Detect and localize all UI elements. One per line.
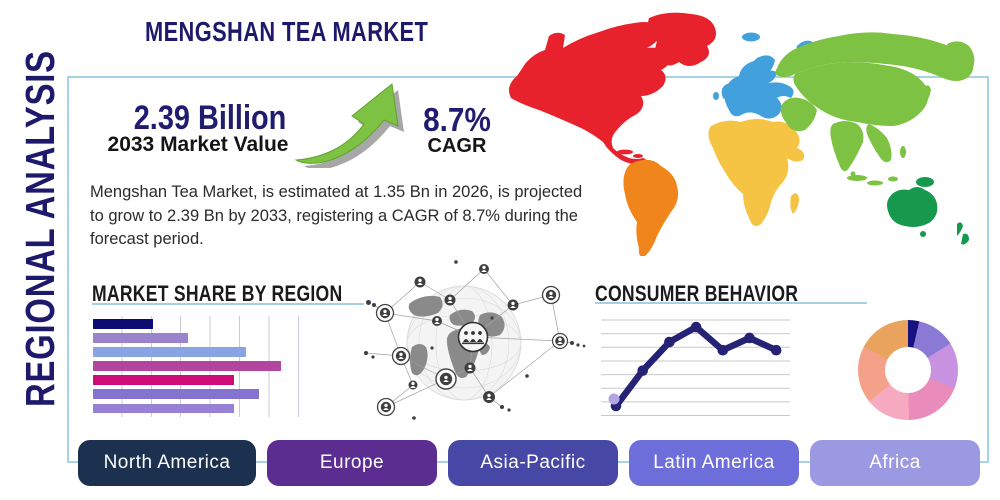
global-network-icon [364, 260, 586, 420]
cagr-figure: 8.7% [423, 101, 491, 138]
continent-europe [713, 32, 813, 119]
continent-africa [708, 119, 805, 226]
region-button-bar: North America Europe Asia-Pacific Latin … [78, 440, 988, 486]
bar-region-3 [93, 347, 247, 357]
region-button-latin-america[interactable]: Latin America [629, 440, 799, 486]
continent-north-america [509, 12, 716, 165]
region-button-asia-pacific[interactable]: Asia-Pacific [448, 440, 618, 486]
bar-region-4 [93, 361, 282, 371]
cagr-label: CAGR [427, 135, 487, 157]
bar-title-underline [92, 303, 364, 305]
network-dots [364, 260, 586, 420]
vertical-side-label: REGIONAL ANALYSIS [17, 50, 63, 408]
market-share-bar-chart [93, 316, 300, 417]
line-title-underline [595, 302, 867, 304]
donut-hole [885, 347, 931, 393]
regional-share-donut-chart [858, 320, 958, 420]
market-value-figure: 2.39 Billion [133, 99, 287, 137]
continent-asia [775, 32, 975, 186]
bar-region-2 [93, 333, 189, 343]
line-chart-title: CONSUMER BEHAVIOR [595, 281, 799, 306]
line-chart-series [608, 321, 782, 412]
bar-region-5 [93, 375, 234, 385]
page-title: MENGSHAN TEA MARKET [145, 16, 429, 47]
market-value-label: 2033 Market Value [107, 133, 289, 156]
continent-australia [887, 177, 969, 245]
bar-region-7 [93, 403, 234, 414]
continent-south-america [623, 159, 679, 256]
bar-region-6 [93, 389, 259, 399]
consumer-behavior-line-chart [601, 319, 790, 417]
region-button-africa[interactable]: Africa [810, 440, 980, 486]
people-group-node-icon [457, 321, 489, 353]
region-button-north-america[interactable]: North America [78, 440, 256, 486]
bar-chart-title: MARKET SHARE BY REGION [92, 281, 343, 306]
region-button-europe[interactable]: Europe [267, 440, 437, 486]
world-map [509, 12, 975, 256]
line-chart-gridlines [601, 319, 790, 417]
bar-region-1 [93, 319, 153, 329]
underline-end-dot [366, 300, 371, 305]
growth-arrow-icon [294, 83, 404, 168]
market-summary-text: Mengshan Tea Market, is estimated at 1.3… [90, 183, 583, 248]
person-node-icons [375, 264, 569, 417]
